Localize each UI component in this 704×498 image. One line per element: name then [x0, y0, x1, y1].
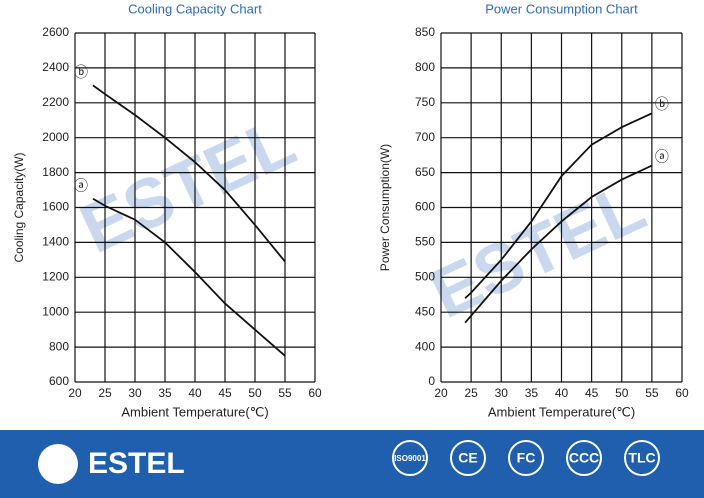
x-axis-label: Ambient Temperature(℃): [488, 404, 635, 419]
y-tick-label: 400: [415, 339, 435, 353]
y-tick-label: 0: [428, 374, 435, 388]
cert-label: FC: [517, 450, 536, 466]
y-axis-label: Cooling Capacity(W): [12, 152, 26, 262]
cert-label: ISO9001: [394, 454, 426, 463]
cert-icon: [508, 440, 544, 476]
x-tick-label: 60: [308, 386, 322, 400]
y-tick-label: 550: [415, 235, 435, 249]
cert-label: CE: [458, 450, 477, 466]
chart-title: Power Consumption Chart: [485, 1, 638, 16]
y-tick-label: 1000: [42, 304, 69, 318]
x-tick-label: 50: [248, 386, 262, 400]
x-tick-label: 40: [188, 386, 202, 400]
x-tick-label: 35: [525, 386, 539, 400]
x-tick-label: 35: [158, 386, 172, 400]
series-line: [92, 197, 286, 357]
x-tick-label: 45: [585, 386, 599, 400]
y-tick-label: 1800: [42, 165, 69, 179]
x-tick-label: 55: [645, 386, 659, 400]
y-tick-label: 450: [415, 304, 435, 318]
footer-brand: ESTEL: [88, 447, 185, 480]
series-line: [464, 164, 653, 324]
series-label: ⓑ: [655, 96, 669, 112]
cert-icon: [392, 440, 428, 476]
y-tick-label: 2600: [42, 25, 69, 39]
logo-icon: [38, 444, 78, 484]
y-tick-label: 800: [49, 339, 69, 353]
series-line: [92, 84, 286, 263]
x-tick-label: 50: [615, 386, 629, 400]
series-label: ⓑ: [74, 64, 88, 80]
x-tick-label: 55: [278, 386, 292, 400]
x-tick-label: 40: [555, 386, 569, 400]
cert-label: TLC: [628, 450, 655, 466]
x-tick-label: 25: [464, 386, 478, 400]
cert-label: CCC: [569, 450, 599, 466]
certifications: ISO9001 CE FC CCC TLC: [392, 440, 660, 476]
y-tick-label: 2200: [42, 95, 69, 109]
y-tick-label: 1400: [42, 235, 69, 249]
y-tick-label: 1600: [42, 200, 69, 214]
x-tick-label: 30: [495, 386, 509, 400]
cert-icon: [624, 440, 660, 476]
y-tick-label: 800: [415, 60, 435, 74]
x-tick-label: 60: [675, 386, 689, 400]
y-tick-label: 700: [415, 130, 435, 144]
series-label: ⓐ: [655, 148, 669, 164]
cert-icon: [450, 440, 486, 476]
y-tick-label: 750: [415, 95, 435, 109]
chart-title: Cooling Capacity Chart: [128, 1, 262, 16]
y-tick-label: 600: [49, 374, 69, 388]
y-tick-label: 500: [415, 269, 435, 283]
x-tick-label: 45: [218, 386, 232, 400]
y-tick-label: 2000: [42, 130, 69, 144]
x-tick-label: 25: [98, 386, 112, 400]
y-axis-label: Power Consumption(W): [378, 144, 392, 271]
series-label: ⓐ: [74, 177, 88, 193]
x-axis-label: Ambient Temperature(℃): [121, 404, 268, 419]
y-tick-label: 850: [415, 25, 435, 39]
y-tick-label: 600: [415, 200, 435, 214]
series-line: [464, 112, 653, 299]
x-tick-label: 20: [434, 386, 448, 400]
x-tick-label: 20: [68, 386, 82, 400]
y-tick-label: 1200: [42, 269, 69, 283]
y-tick-label: 2400: [42, 60, 69, 74]
cert-icon: [566, 440, 602, 476]
y-tick-label: 650: [415, 165, 435, 179]
x-tick-label: 30: [128, 386, 142, 400]
